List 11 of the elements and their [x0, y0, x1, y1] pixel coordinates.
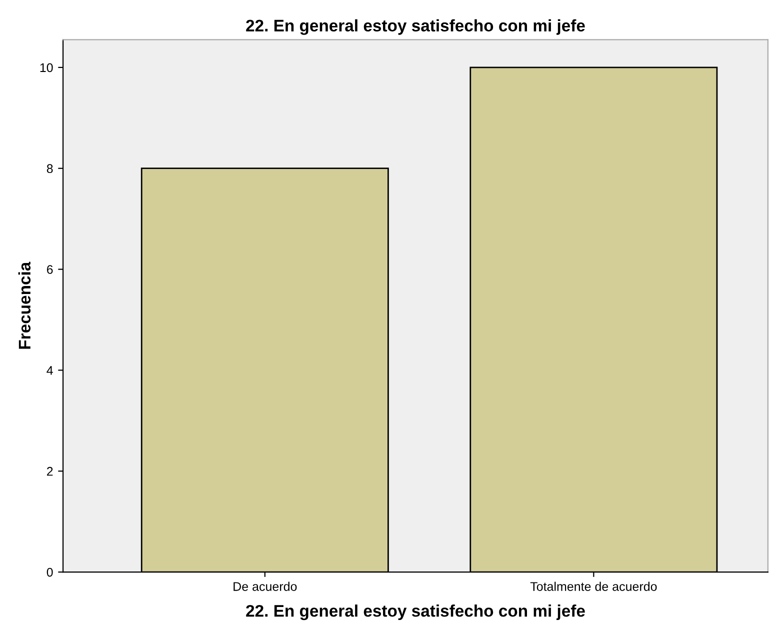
x-tick-label: Totalmente de acuerdo — [530, 582, 657, 591]
y-tick-label: 0 — [46, 568, 53, 577]
y-tick-label: 4 — [46, 366, 53, 375]
y-tick-label: 2 — [46, 466, 53, 476]
y-tick-label: 10 — [40, 63, 53, 72]
y-tick-label: 8 — [46, 164, 53, 174]
x-axis-title: 22. En general estoy satisfecho con mi jefe — [246, 604, 585, 620]
y-tick-label: 6 — [46, 265, 53, 274]
chart-title: 22. En general estoy satisfecho con mi jefe — [246, 19, 585, 35]
y-axis-title: Frecuencia — [18, 262, 31, 349]
x-tick-label: De acuerdo — [234, 582, 297, 591]
